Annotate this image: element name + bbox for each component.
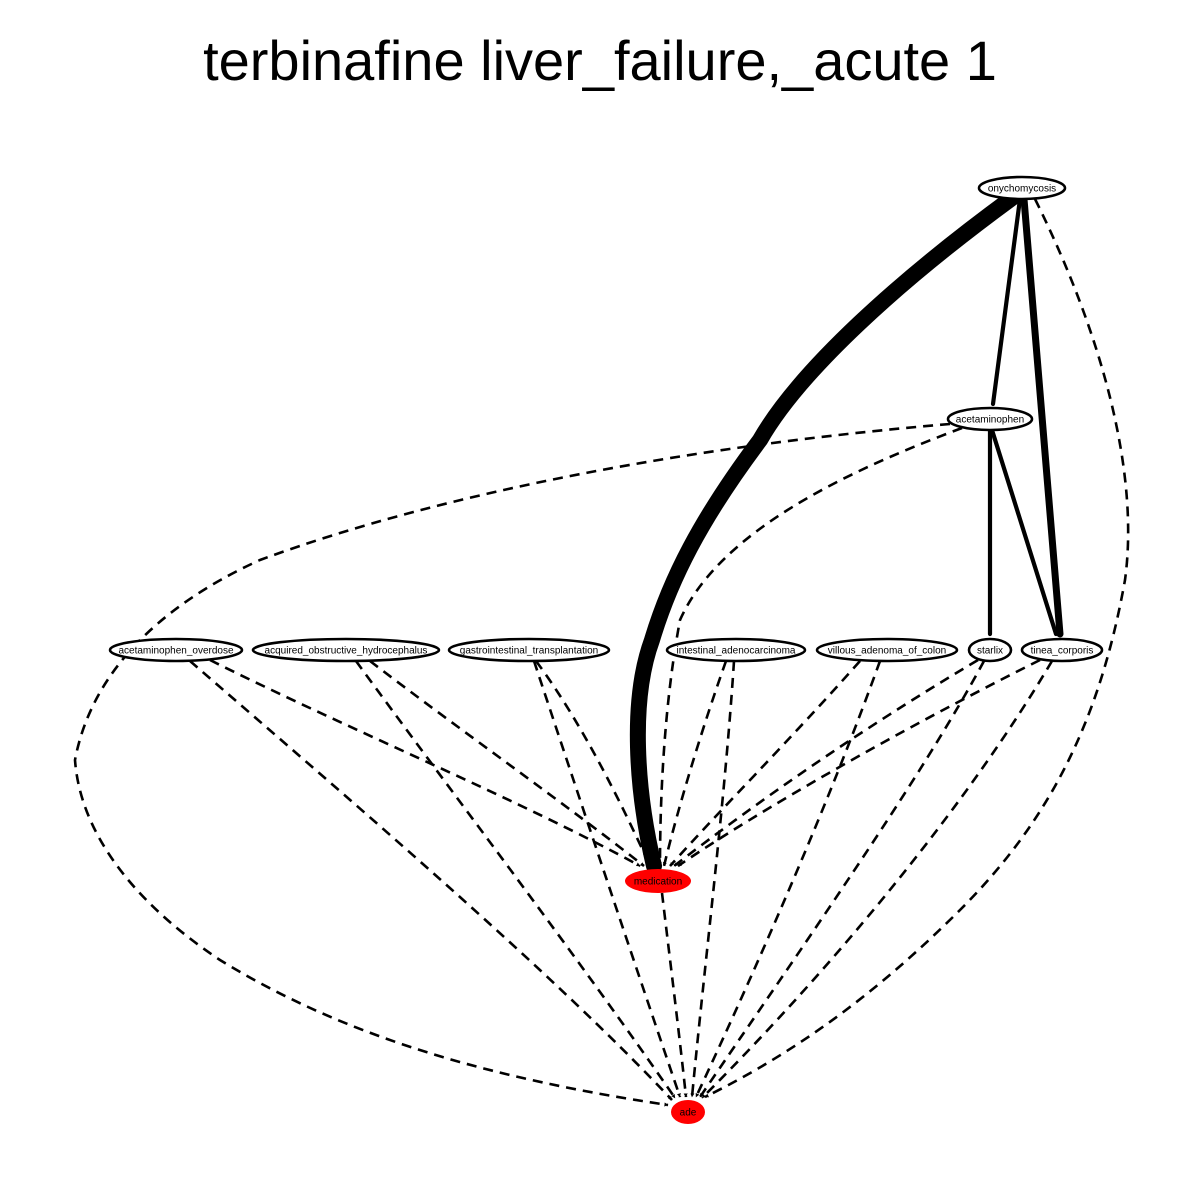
- node-shape: [108, 637, 244, 663]
- node-ade: ade: [671, 1100, 705, 1124]
- node-starlix: starlix: [967, 637, 1013, 663]
- node-shape: [251, 637, 441, 663]
- nodes-layer: onychomycosis acetaminophen acetaminophen_…: [108, 175, 1104, 1124]
- node-label: onychomycosis: [988, 184, 1056, 195]
- edge-gastrointestinal-transplantation-to-medication: [534, 660, 652, 867]
- node-shape: [671, 1100, 705, 1124]
- node-shape: [967, 637, 1013, 663]
- edge-onychomycosis-to-tinea-corporis: [1020, 195, 1064, 638]
- node-label: starlix: [977, 646, 1003, 657]
- node-tinea-corporis: tinea_corporis: [1020, 637, 1104, 663]
- edge-starlix-to-medication: [673, 658, 979, 868]
- node-acetaminophen-overdose: acetaminophen_overdose: [108, 637, 244, 663]
- node-acetaminophen: acetaminophen: [946, 406, 1034, 432]
- node-shape: [815, 637, 959, 663]
- edge-medication-to-ade: [660, 892, 688, 1098]
- edge-acetaminophen-overdose-to-medication: [209, 658, 641, 868]
- edge-onychomycosis-to-acetaminophen: [990, 196, 1023, 407]
- node-label: intestinal_adenocarcinoma: [677, 646, 796, 657]
- edge-gastrointestinal-transplantation-to-ade: [532, 660, 682, 1098]
- node-onychomycosis: onychomycosis: [977, 175, 1067, 201]
- edge-acetaminophen-to-medication: [658, 426, 963, 867]
- edge-villous-adenoma-of-colon-to-ade: [694, 660, 882, 1098]
- edge-starlix-to-ade: [698, 660, 986, 1098]
- node-shape: [977, 175, 1067, 201]
- node-medication: medication: [625, 869, 691, 893]
- node-label: medication: [634, 877, 682, 888]
- edge-intestinal-adenocarcinoma-to-medication: [662, 660, 728, 867]
- node-gastrointestinal-transplantation: gastrointestinal_transplantation: [447, 637, 611, 663]
- edge-onychomycosis-to-medication: [629, 190, 1020, 874]
- edge-acetaminophen-overdose-to-ade: [189, 660, 673, 1101]
- node-label: acetaminophen: [956, 415, 1024, 426]
- edge-onychomycosis-to-ade: [704, 198, 1130, 1099]
- node-label: villous_adenoma_of_colon: [828, 646, 946, 657]
- node-label: acquired_obstructive_hydrocephalus: [265, 646, 428, 657]
- node-shape: [946, 406, 1034, 432]
- node-shape: [1020, 637, 1104, 663]
- edge-tinea-corporis-to-medication: [677, 658, 1041, 868]
- node-label: gastrointestinal_transplantation: [460, 646, 598, 657]
- edge-acetaminophen-to-ade: [73, 422, 951, 1107]
- edges-layer: [73, 190, 1130, 1107]
- page-title: terbinafine liver_failure,_acute 1: [203, 29, 997, 92]
- node-villous-adenoma-of-colon: villous_adenoma_of_colon: [815, 637, 959, 663]
- node-shape: [625, 869, 691, 893]
- node-shape: [665, 637, 807, 663]
- node-label: ade: [680, 1108, 697, 1119]
- edge-acetaminophen-to-tinea-corporis: [989, 427, 1059, 637]
- edge-acquired-obstructive-hydrocephalus-to-ade: [354, 660, 677, 1099]
- edge-villous-adenoma-of-colon-to-medication: [669, 660, 861, 867]
- node-acquired-obstructive-hydrocephalus: acquired_obstructive_hydrocephalus: [251, 637, 441, 663]
- edge-acquired-obstructive-hydrocephalus-to-medication: [369, 659, 645, 868]
- node-shape: [447, 637, 611, 663]
- node-label: tinea_corporis: [1031, 646, 1094, 657]
- node-intestinal-adenocarcinoma: intestinal_adenocarcinoma: [665, 637, 807, 663]
- edge-tinea-corporis-to-ade: [701, 660, 1054, 1099]
- node-label: acetaminophen_overdose: [118, 646, 234, 657]
- edge-intestinal-adenocarcinoma-to-ade: [690, 660, 736, 1098]
